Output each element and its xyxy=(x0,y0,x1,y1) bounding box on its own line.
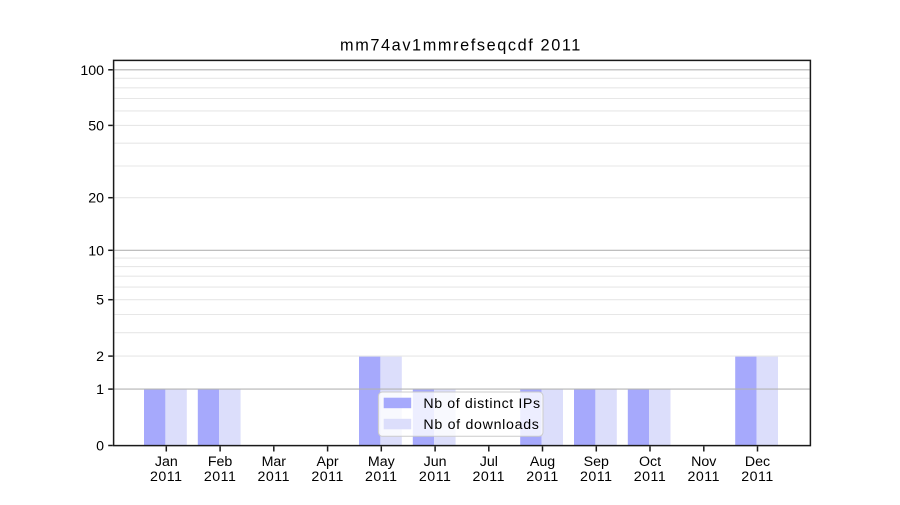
svg-text:Mar: Mar xyxy=(262,454,287,470)
svg-text:0: 0 xyxy=(96,439,104,455)
svg-text:100: 100 xyxy=(80,63,104,79)
svg-text:Nb of distinct IPs: Nb of distinct IPs xyxy=(423,396,540,412)
svg-text:2: 2 xyxy=(96,349,104,365)
svg-text:Sep: Sep xyxy=(584,454,609,470)
svg-text:2011: 2011 xyxy=(580,469,613,485)
svg-text:2011: 2011 xyxy=(365,469,398,485)
svg-text:Feb: Feb xyxy=(208,454,233,470)
svg-text:10: 10 xyxy=(88,243,104,259)
svg-text:2011: 2011 xyxy=(258,469,291,485)
svg-text:Jul: Jul xyxy=(480,454,498,470)
svg-text:Oct: Oct xyxy=(639,454,661,470)
svg-text:2011: 2011 xyxy=(634,469,667,485)
svg-text:5: 5 xyxy=(96,293,104,309)
svg-text:2011: 2011 xyxy=(311,469,344,485)
svg-text:Nb of downloads: Nb of downloads xyxy=(423,417,539,433)
svg-text:2011: 2011 xyxy=(419,469,452,485)
svg-text:50: 50 xyxy=(88,118,104,134)
svg-text:Dec: Dec xyxy=(745,454,770,470)
svg-text:2011: 2011 xyxy=(741,469,774,485)
svg-text:May: May xyxy=(368,454,396,470)
svg-text:2011: 2011 xyxy=(150,469,183,485)
svg-text:1: 1 xyxy=(96,382,104,398)
svg-text:2011: 2011 xyxy=(688,469,721,485)
svg-text:20: 20 xyxy=(88,191,104,207)
svg-text:Aug: Aug xyxy=(530,454,555,470)
svg-text:Apr: Apr xyxy=(317,454,339,470)
svg-text:2011: 2011 xyxy=(526,469,559,485)
svg-text:2011: 2011 xyxy=(473,469,506,485)
svg-text:2011: 2011 xyxy=(204,469,237,485)
svg-text:Jan: Jan xyxy=(155,454,178,470)
svg-text:Jun: Jun xyxy=(424,454,447,470)
svg-text:Nov: Nov xyxy=(691,454,717,470)
svg-text:mm74av1mmrefseqcdf 2011: mm74av1mmrefseqcdf 2011 xyxy=(340,36,582,54)
